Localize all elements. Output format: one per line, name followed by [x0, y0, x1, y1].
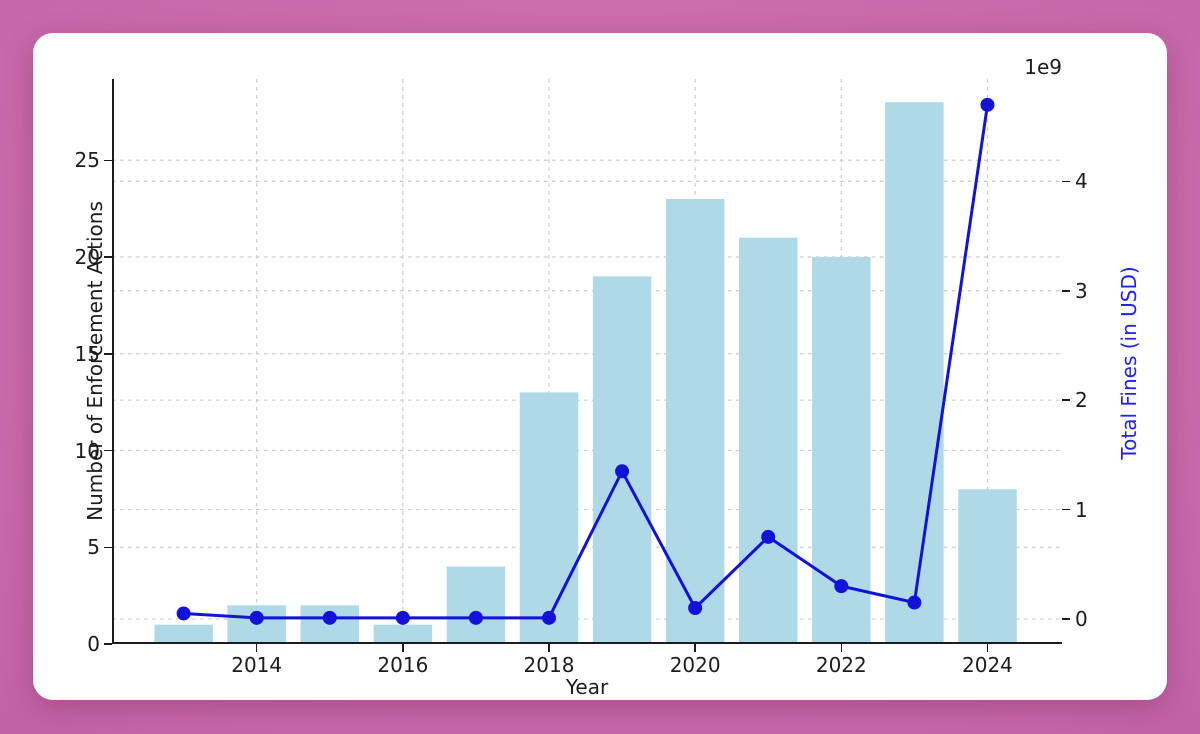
x-axis-tick [694, 644, 696, 652]
right-axis-offset-label: 1e9 [1024, 55, 1062, 79]
y-axis-left-tick-label: 25 [74, 148, 100, 173]
x-axis-tick [255, 644, 258, 652]
y-axis-right-tick [1062, 399, 1070, 401]
x-axis-tick [986, 644, 989, 652]
line-point-2020 [688, 601, 703, 616]
x-axis-tick-label: 2022 [815, 653, 867, 677]
chart-canvas [112, 79, 1062, 644]
y-axis-left-tick-label: 15 [74, 341, 100, 366]
line-point-2021 [761, 529, 776, 544]
line-point-2018 [542, 610, 556, 625]
y-axis-left-tick [104, 643, 112, 645]
right-axis-title: Total Fines (in USD) [1117, 266, 1141, 460]
x-axis-tick [840, 644, 843, 652]
line-point-2017 [468, 610, 483, 625]
x-axis-tick-label: 2024 [962, 653, 1013, 677]
y-axis-right-tick-label: 2 [1075, 388, 1088, 413]
bar-2024 [958, 489, 1017, 643]
line-point-2013 [176, 606, 191, 621]
x-axis-tick [402, 644, 404, 652]
bar-2020 [665, 198, 725, 643]
y-axis-left-tick-label: 5 [87, 535, 100, 560]
y-axis-left-tick-label: 20 [74, 245, 100, 269]
chart-card: 1e9 Number of Enforcement Actions Total … [33, 33, 1167, 700]
bar-2019 [592, 276, 652, 643]
bar-2018 [519, 392, 579, 643]
y-axis-right-tick [1062, 618, 1070, 620]
line-point-2019 [615, 464, 630, 479]
y-axis-left-tick [104, 546, 112, 548]
x-axis-tick-label: 2020 [669, 653, 721, 677]
y-axis-left-tick [104, 159, 112, 162]
x-axis-title: Year [565, 675, 609, 699]
plot-area [112, 79, 1062, 644]
y-axis-left-tick-label: 10 [74, 438, 100, 463]
y-axis-left-tick [104, 449, 112, 452]
line-point-2016 [395, 610, 410, 625]
y-axis-left-tick [104, 256, 112, 258]
x-axis-tick-label: 2016 [377, 653, 429, 677]
bar-2021 [739, 237, 798, 644]
fines-line [183, 104, 989, 620]
x-axis-tick [548, 644, 550, 652]
bar-2013 [154, 624, 213, 643]
bar-2022 [812, 257, 871, 643]
y-axis-right-tick-label: 4 [1075, 169, 1088, 194]
y-axis-left-tick [104, 353, 112, 355]
y-axis-right-tick [1062, 290, 1070, 292]
line-point-2023 [907, 595, 922, 610]
line-point-2015 [322, 610, 337, 625]
line-point-2024 [980, 97, 995, 112]
y-axis-right-tick-label: 0 [1075, 606, 1088, 631]
x-axis-tick-label: 2018 [523, 653, 575, 677]
bar-2016 [373, 624, 433, 643]
y-axis-right-tick-label: 3 [1075, 278, 1088, 303]
line-point-2022 [834, 579, 849, 594]
y-axis-right-tick-label: 1 [1075, 497, 1088, 522]
y-axis-right-tick [1062, 508, 1070, 511]
bar-2023 [885, 102, 944, 643]
line-point-2014 [249, 610, 264, 625]
x-axis-tick-label: 2014 [231, 653, 283, 677]
bar-2017 [446, 566, 506, 643]
y-axis-right-tick [1062, 180, 1070, 183]
y-axis-left-tick-label: 0 [87, 632, 100, 656]
